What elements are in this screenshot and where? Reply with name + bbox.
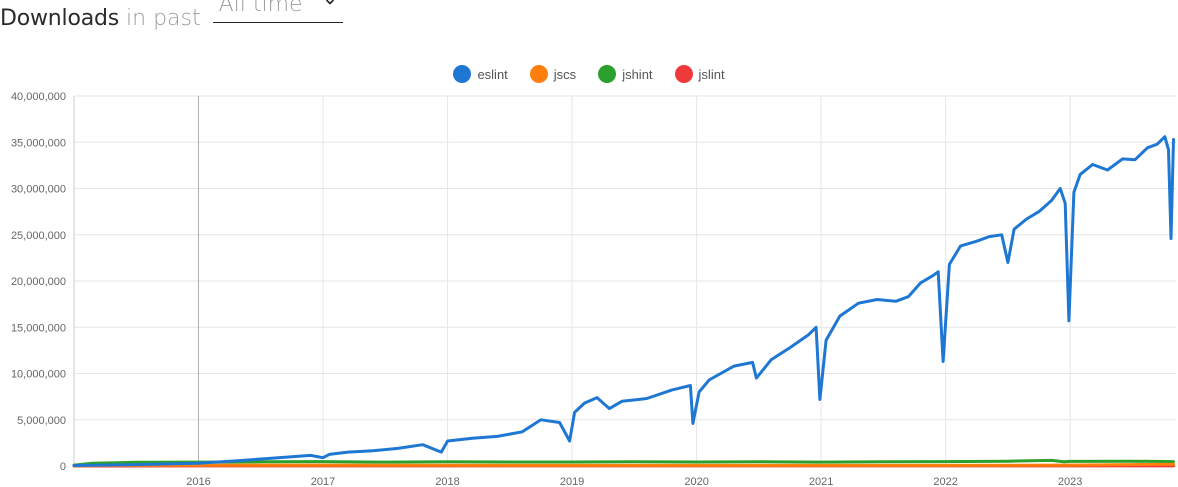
y-tick-label: 0 xyxy=(60,461,66,473)
legend-item-eslint[interactable]: eslint xyxy=(453,65,508,83)
chevron-down-icon xyxy=(325,0,334,5)
series-line-jscs xyxy=(72,462,1175,468)
y-tick-label: 5,000,000 xyxy=(17,415,66,427)
x-tick-label: 2021 xyxy=(809,476,833,487)
series-line-eslint xyxy=(72,135,1175,467)
legend-swatch xyxy=(453,65,472,83)
legend-label: eslint xyxy=(477,66,508,82)
page-title: Downloads xyxy=(0,6,120,31)
legend-item-jscs[interactable]: jscs xyxy=(529,65,577,83)
legend-label: jslint xyxy=(698,66,725,82)
legend-swatch xyxy=(598,65,617,83)
downloads-chart: 0 5,000,000 10,000,000 15,000,000 20,000,000… xyxy=(0,55,1178,487)
page-subtitle: in past xyxy=(126,6,201,31)
axes: 0 5,000,000 10,000,000 15,000,000 20,000,000… xyxy=(11,91,1082,487)
grid-lines xyxy=(74,95,1176,467)
y-tick-label: 20,000,000 xyxy=(11,276,66,288)
x-tick-label: 2020 xyxy=(684,476,708,487)
chart-canvas: 0 5,000,000 10,000,000 15,000,000 20,000,000… xyxy=(11,91,1176,487)
x-tick-label: 2019 xyxy=(560,476,584,487)
time-range-select[interactable]: All time xyxy=(212,0,343,23)
series-lines xyxy=(72,135,1175,468)
y-tick-label: 40,000,000 xyxy=(11,91,66,103)
y-tick-label: 10,000,000 xyxy=(11,369,66,381)
x-tick-label: 2018 xyxy=(435,476,459,487)
y-tick-label: 25,000,000 xyxy=(11,230,66,242)
x-tick-label: 2016 xyxy=(186,476,210,487)
legend-item-jshint[interactable]: jshint xyxy=(598,65,653,83)
legend-item-jslint[interactable]: jslint xyxy=(674,65,725,83)
legend-swatch xyxy=(674,65,693,83)
time-range-value: All time xyxy=(218,0,303,17)
y-tick-label: 15,000,000 xyxy=(11,322,66,334)
x-tick-label: 2022 xyxy=(933,476,957,487)
y-tick-label: 30,000,000 xyxy=(11,184,66,196)
x-tick-label: 2017 xyxy=(311,476,335,487)
downloads-header: Downloads in past All time xyxy=(0,0,343,31)
legend-swatch xyxy=(529,65,548,83)
y-tick-label: 35,000,000 xyxy=(11,137,66,149)
legend-label: jscs xyxy=(553,66,577,82)
chart-legend: eslint jscs jshint jslint xyxy=(0,65,1178,83)
legend-label: jshint xyxy=(622,66,653,82)
x-tick-label: 2023 xyxy=(1058,476,1082,487)
